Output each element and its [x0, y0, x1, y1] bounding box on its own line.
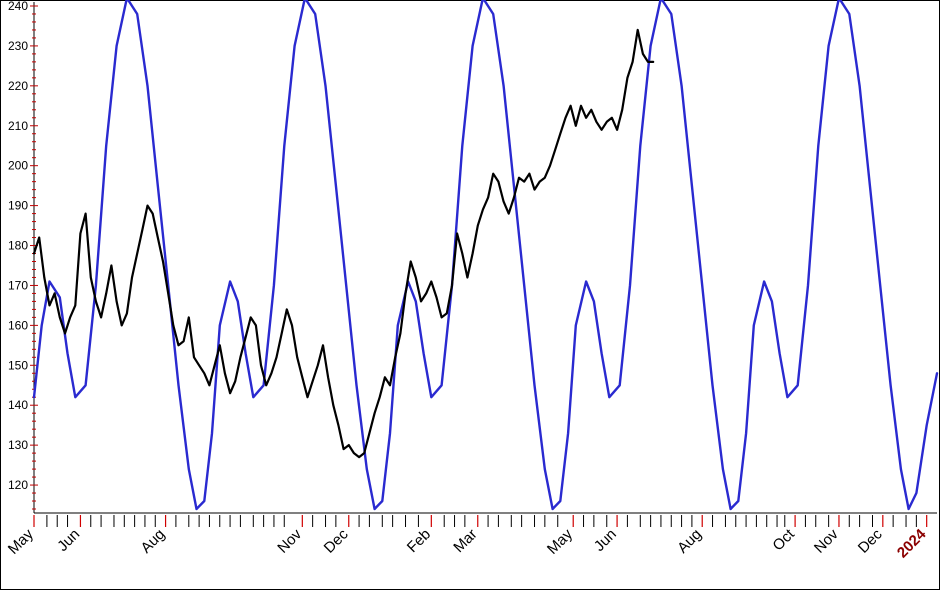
y-tick-label: 190 [8, 199, 28, 213]
series-layer [32, 0, 939, 511]
y-tick-label: 170 [8, 278, 28, 292]
price-line [32, 28, 655, 459]
cycle-forecast-line [32, 0, 939, 511]
y-axis: 120 130 140 150 160 170 180 190 200 210 220 230 240 [8, 0, 38, 513]
y-tick-label: 220 [8, 79, 28, 93]
y-tick-label: 200 [8, 159, 28, 173]
y-tick-label: 120 [8, 478, 28, 492]
y-tick-label: 210 [8, 119, 28, 133]
y-tick-label: 240 [8, 0, 28, 13]
y-tick-label: 150 [8, 358, 28, 372]
y-tick-label: 160 [8, 318, 28, 332]
y-tick-label: 140 [8, 398, 28, 412]
y-tick-label: 230 [8, 39, 28, 53]
y-tick-label: 180 [8, 239, 28, 253]
y-tick-label: 130 [8, 438, 28, 452]
